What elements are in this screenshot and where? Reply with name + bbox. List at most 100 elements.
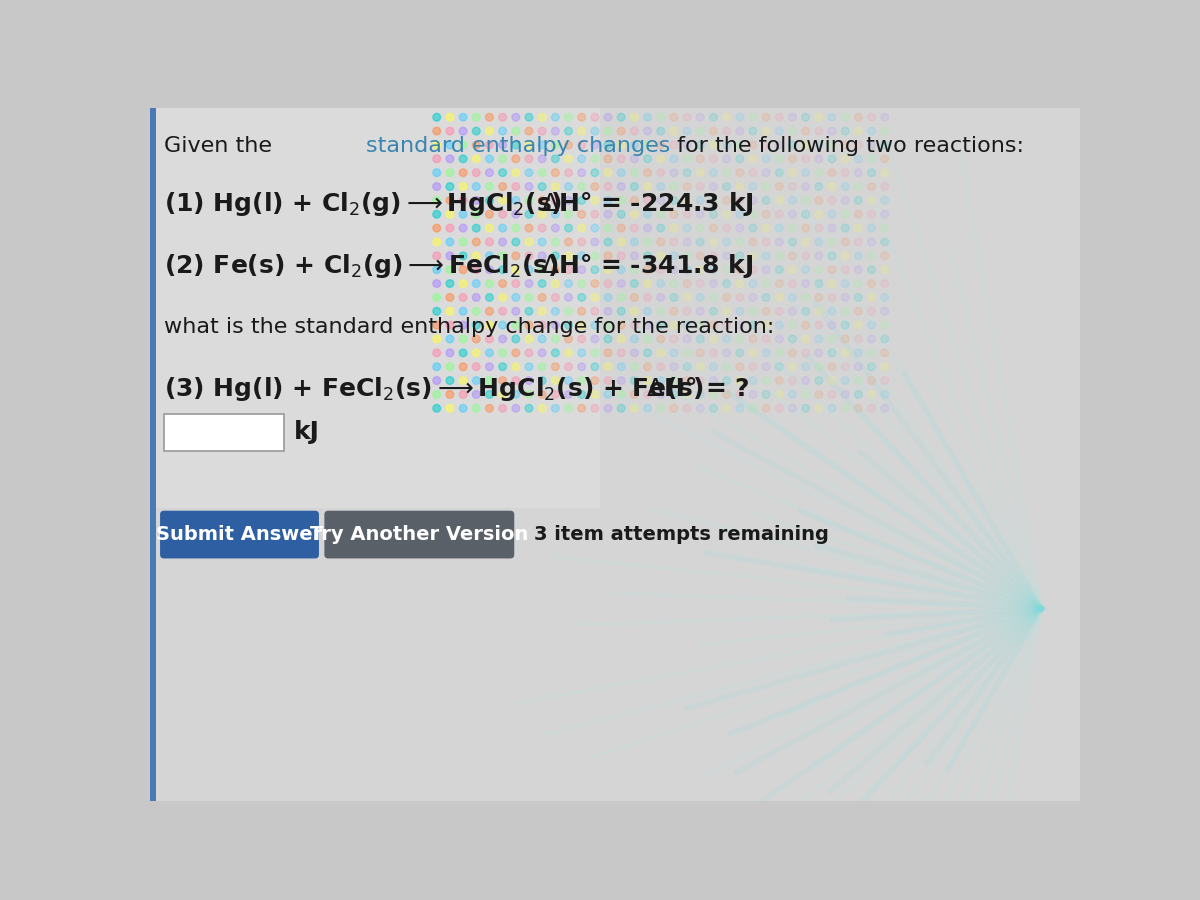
Circle shape <box>815 141 823 149</box>
Circle shape <box>460 141 467 149</box>
Circle shape <box>499 377 506 384</box>
Circle shape <box>643 113 652 122</box>
Circle shape <box>683 391 691 399</box>
Circle shape <box>446 155 454 163</box>
Circle shape <box>709 127 718 135</box>
Circle shape <box>683 308 691 315</box>
Circle shape <box>749 321 757 329</box>
Circle shape <box>656 363 665 371</box>
Circle shape <box>590 335 599 343</box>
Circle shape <box>460 196 467 204</box>
Circle shape <box>590 127 599 135</box>
Circle shape <box>643 349 652 356</box>
Circle shape <box>643 335 652 343</box>
Circle shape <box>788 127 797 135</box>
Circle shape <box>656 127 665 135</box>
Circle shape <box>841 293 850 302</box>
Circle shape <box>802 211 810 218</box>
Circle shape <box>854 349 863 356</box>
Circle shape <box>617 169 625 176</box>
Circle shape <box>526 127 533 135</box>
Circle shape <box>539 196 546 204</box>
Circle shape <box>460 252 467 260</box>
Circle shape <box>656 141 665 149</box>
Circle shape <box>539 169 546 176</box>
Circle shape <box>552 155 559 163</box>
Circle shape <box>683 293 691 302</box>
Circle shape <box>841 363 850 371</box>
Circle shape <box>565 321 572 329</box>
Circle shape <box>512 280 520 287</box>
Circle shape <box>749 363 757 371</box>
Circle shape <box>802 238 810 246</box>
Circle shape <box>683 404 691 412</box>
Circle shape <box>446 349 454 356</box>
Circle shape <box>643 196 652 204</box>
Circle shape <box>446 238 454 246</box>
Circle shape <box>643 169 652 176</box>
Circle shape <box>486 363 493 371</box>
Circle shape <box>868 196 876 204</box>
Circle shape <box>775 377 784 384</box>
Circle shape <box>433 169 440 176</box>
Circle shape <box>552 280 559 287</box>
Circle shape <box>749 113 757 122</box>
Circle shape <box>828 308 836 315</box>
Circle shape <box>788 280 797 287</box>
Circle shape <box>841 183 850 191</box>
Circle shape <box>709 321 718 329</box>
Circle shape <box>815 113 823 122</box>
Circle shape <box>696 308 704 315</box>
Circle shape <box>590 238 599 246</box>
Circle shape <box>854 280 863 287</box>
Circle shape <box>775 211 784 218</box>
Circle shape <box>749 308 757 315</box>
Circle shape <box>854 363 863 371</box>
Circle shape <box>446 391 454 399</box>
Circle shape <box>736 141 744 149</box>
Circle shape <box>604 308 612 315</box>
Circle shape <box>590 169 599 176</box>
FancyBboxPatch shape <box>150 108 600 508</box>
Circle shape <box>617 404 625 412</box>
Circle shape <box>630 293 638 302</box>
Circle shape <box>749 349 757 356</box>
Circle shape <box>499 127 506 135</box>
Circle shape <box>828 363 836 371</box>
Circle shape <box>590 293 599 302</box>
Circle shape <box>722 183 731 191</box>
Circle shape <box>526 280 533 287</box>
Text: for the following two reactions:: for the following two reactions: <box>670 137 1024 157</box>
Circle shape <box>881 321 888 329</box>
Circle shape <box>736 183 744 191</box>
Circle shape <box>512 238 520 246</box>
Circle shape <box>670 391 678 399</box>
Circle shape <box>473 308 480 315</box>
Circle shape <box>486 238 493 246</box>
Circle shape <box>499 169 506 176</box>
Circle shape <box>526 404 533 412</box>
Circle shape <box>604 363 612 371</box>
Circle shape <box>736 280 744 287</box>
Circle shape <box>565 141 572 149</box>
Circle shape <box>749 404 757 412</box>
Circle shape <box>683 335 691 343</box>
Circle shape <box>539 377 546 384</box>
Circle shape <box>539 238 546 246</box>
Circle shape <box>656 391 665 399</box>
Circle shape <box>643 293 652 302</box>
Circle shape <box>670 196 678 204</box>
Circle shape <box>736 127 744 135</box>
Circle shape <box>526 321 533 329</box>
Circle shape <box>696 404 704 412</box>
Circle shape <box>486 113 493 122</box>
Circle shape <box>578 377 586 384</box>
Circle shape <box>433 238 440 246</box>
Circle shape <box>433 183 440 191</box>
Circle shape <box>473 127 480 135</box>
Text: (1) Hg(l) + Cl$_2$(g)$\longrightarrow$HgCl$_2$(s): (1) Hg(l) + Cl$_2$(g)$\longrightarrow$Hg… <box>164 190 562 219</box>
Circle shape <box>815 155 823 163</box>
Circle shape <box>709 280 718 287</box>
Circle shape <box>696 113 704 122</box>
Circle shape <box>696 224 704 232</box>
